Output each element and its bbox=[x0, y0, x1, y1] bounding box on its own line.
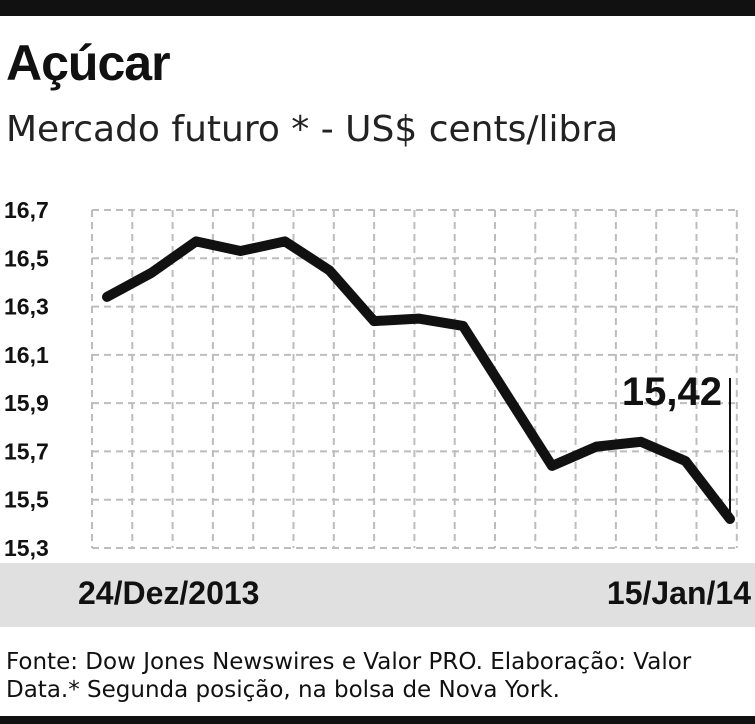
data-point bbox=[284, 240, 286, 243]
data-point bbox=[595, 445, 598, 448]
chart-title: Açúcar bbox=[6, 35, 171, 91]
bottom-rule bbox=[0, 716, 755, 724]
last-value-callout: 15,42 bbox=[622, 370, 731, 514]
y-tick-label: 16,1 bbox=[4, 342, 49, 368]
data-point bbox=[195, 240, 197, 243]
source-note: Fonte: Dow Jones Newswires e Valor PRO. … bbox=[6, 649, 692, 703]
data-point bbox=[462, 324, 464, 327]
data-point bbox=[106, 295, 108, 298]
date-band bbox=[0, 563, 755, 627]
y-tick-label: 15,7 bbox=[4, 438, 49, 464]
y-tick-label: 16,7 bbox=[4, 197, 49, 223]
y-tick-label: 15,5 bbox=[4, 487, 49, 513]
y-tick-label: 16,3 bbox=[4, 294, 49, 320]
data-point bbox=[239, 250, 242, 253]
y-tick-label: 15,9 bbox=[4, 390, 49, 416]
last-value-label: 15,42 bbox=[622, 370, 722, 414]
x-end-label: 15/Jan/14 bbox=[606, 575, 751, 611]
data-point bbox=[506, 394, 509, 397]
y-axis-ticks: 15,3 15,5 15,7 15,9 16,1 16,3 16,5 16,7 bbox=[4, 197, 49, 561]
y-tick-label: 16,5 bbox=[4, 245, 49, 271]
data-point bbox=[640, 440, 642, 443]
data-point bbox=[417, 317, 420, 320]
data-point bbox=[729, 518, 731, 521]
data-point bbox=[551, 464, 553, 467]
data-point bbox=[373, 320, 375, 323]
y-tick-label: 15,3 bbox=[4, 535, 49, 561]
chart-subtitle: Mercado futuro * - US$ cents/libra bbox=[6, 109, 619, 150]
x-start-label: 24/Dez/2013 bbox=[78, 575, 260, 611]
data-point bbox=[150, 271, 153, 274]
data-point bbox=[328, 269, 331, 272]
top-rule bbox=[0, 0, 755, 16]
chart-series bbox=[102, 236, 735, 524]
data-point bbox=[684, 460, 687, 463]
